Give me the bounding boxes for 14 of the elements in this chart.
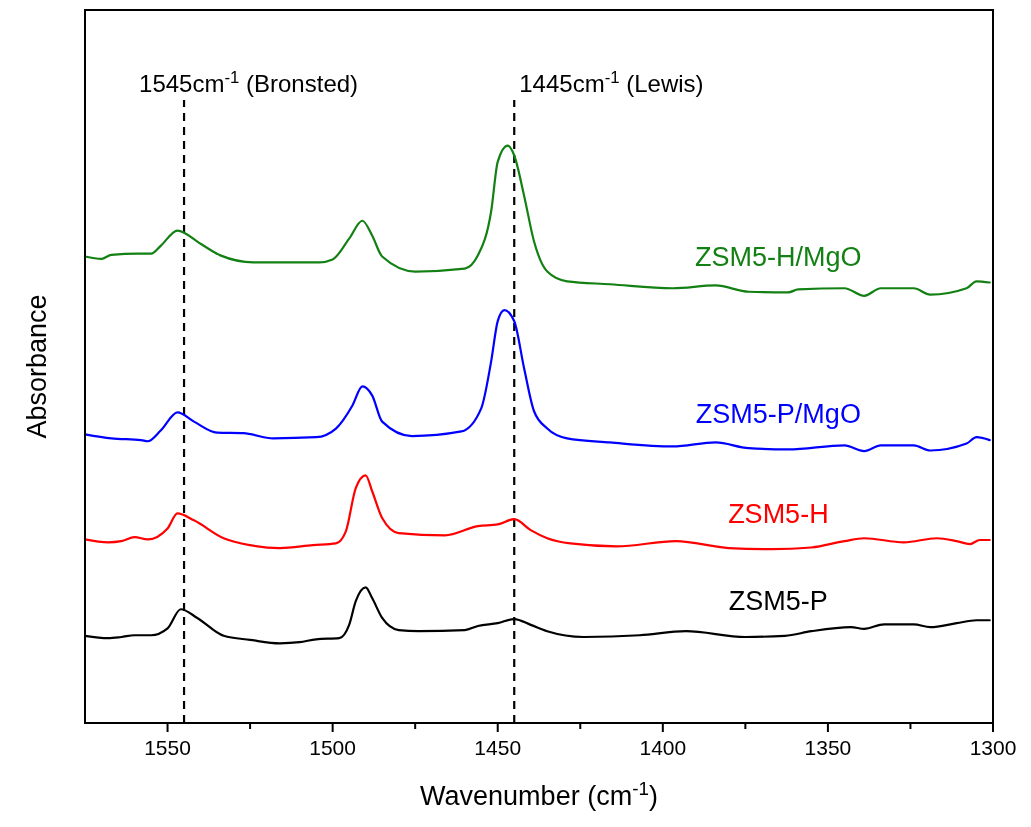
y-axis-title: Absorbance xyxy=(22,294,52,439)
series-label: ZSM5-H xyxy=(728,499,829,530)
x-tick-label: 1300 xyxy=(969,736,1017,759)
series-label: ZSM5-P xyxy=(728,585,828,616)
x-tick-label: 1500 xyxy=(309,736,356,759)
x-tick-label: 1350 xyxy=(804,736,852,759)
x-tick-label: 1550 xyxy=(144,736,191,759)
ref-line-label: 1445cm$^{-1}$ (Lewis) xyxy=(519,67,704,97)
series-label: ZSM5-H/MgO xyxy=(695,242,862,273)
x-tick-label: 1450 xyxy=(474,736,522,759)
x-tick-label: 1400 xyxy=(639,736,687,759)
series-label: ZSM5-P/MgO xyxy=(695,399,861,430)
ref-line-label: 1545cm$^{-1}$ (Bronsted) xyxy=(139,67,359,97)
x-axis-title: Wavenumber (cm$^{-1}$) xyxy=(420,777,658,811)
